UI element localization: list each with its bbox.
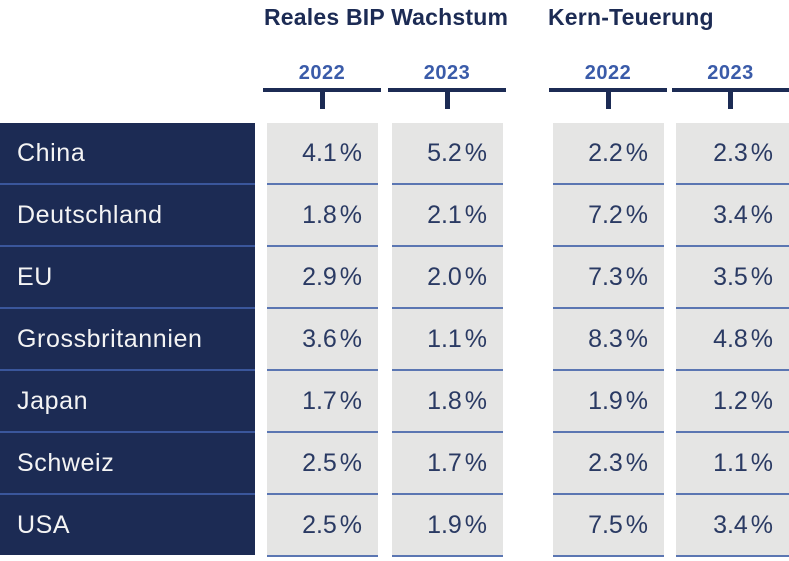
value-cell: 8.3 % [553,307,664,369]
country-name-column: China Deutschland EU Grossbritannien Jap… [0,123,255,555]
country-cell: USA [0,493,255,555]
value-cell: 1.2 % [676,369,789,431]
value-cell: 2.0 % [392,245,503,307]
value-cell: 3.6 % [267,307,378,369]
value-cell: 3.4 % [676,493,789,555]
year-column-header-bip-2022: 2022 [263,60,381,109]
value-cell: 1.8 % [392,369,503,431]
value-cell: 2.3 % [553,431,664,493]
year-axis-tick [319,92,325,109]
year-axis-line [388,88,506,109]
year-column-header-kern-2022: 2022 [549,60,667,109]
value-cell: 1.7 % [267,369,378,431]
value-cell: 2.5 % [267,493,378,555]
year-axis-line [263,88,381,109]
value-column-bip-2022: 4.1 % 1.8 % 2.9 % 3.6 % 1.7 % 2.5 % 2.5 … [267,123,378,557]
year-axis-tick [728,92,733,109]
value-cell: 1.1 % [676,431,789,493]
country-cell: China [17,139,86,167]
value-cell: 1.9 % [392,493,503,555]
group-header-bip-growth: Reales BIP Wachstum [264,4,509,30]
value-cell: 1.1 % [392,307,503,369]
group-header-core-inflation: Kern-Teuerung [548,4,714,30]
value-cell: 1.9 % [553,369,664,431]
value-cell: 7.5 % [553,493,664,555]
value-cell: 2.2 % [588,139,648,167]
year-axis-line [549,88,667,109]
value-cell: 4.8 % [676,307,789,369]
value-cell: 7.2 % [553,183,664,245]
country-cell: Japan [0,369,255,431]
value-cell: 3.5 % [676,245,789,307]
year-label: 2022 [298,62,346,84]
year-axis-tick [605,92,611,109]
value-cell: 1.8 % [267,183,378,245]
value-cell: 2.9 % [267,245,378,307]
value-column-kern-2022: 2.2 % 7.2 % 7.3 % 8.3 % 1.9 % 2.3 % 7.5 … [553,123,664,557]
country-cell: Grossbritannien [0,307,255,369]
value-cell: 7.3 % [553,245,664,307]
year-column-header-kern-2023: 2023 [672,60,789,109]
value-cell: 5.2 % [427,139,487,167]
country-cell: EU [0,245,255,307]
year-axis-tick [444,92,450,109]
value-column-kern-2023: 2.3 % 3.4 % 3.5 % 4.8 % 1.2 % 1.1 % 3.4 … [676,123,789,557]
value-cell: 1.7 % [392,431,503,493]
value-cell: 3.4 % [676,183,789,245]
value-cell: 4.1 % [302,139,362,167]
year-label: 2022 [584,62,632,84]
country-cell: Schweiz [0,431,255,493]
value-cell: 2.1 % [392,183,503,245]
country-cell: Deutschland [0,183,255,245]
year-axis-line [672,88,789,109]
value-column-bip-2023: 5.2 % 2.1 % 2.0 % 1.1 % 1.8 % 1.7 % 1.9 … [392,123,503,557]
value-cell: 2.5 % [267,431,378,493]
year-label: 2023 [423,62,471,84]
value-cell: 2.3 % [713,139,773,167]
year-label: 2023 [707,62,754,84]
year-column-header-bip-2023: 2023 [388,60,506,109]
